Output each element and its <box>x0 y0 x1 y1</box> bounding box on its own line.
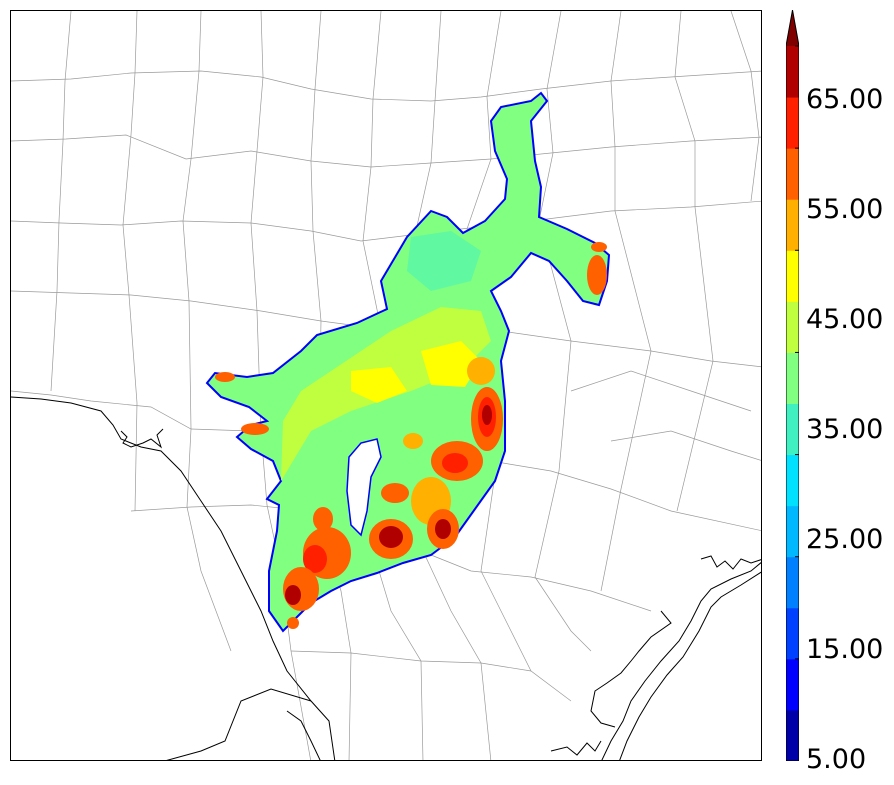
colorbar-label-55: 55.00 <box>806 194 884 225</box>
colorbar-segment <box>786 454 799 507</box>
rain-free-gap <box>346 438 382 537</box>
colorbar-segment <box>786 199 799 251</box>
colorbar-segment <box>786 148 799 200</box>
colorbar-label-5: 5.00 <box>806 744 867 775</box>
colorbar-segment <box>786 658 799 711</box>
colorbar-segment <box>786 97 799 149</box>
colorbar-segment <box>786 556 799 609</box>
coastline-and-border <box>11 396 761 760</box>
colorbar-segment <box>786 607 799 660</box>
colorbar-segment <box>786 709 799 761</box>
colorbar-label-35: 35.00 <box>806 414 884 445</box>
colorbar-label-25: 25.00 <box>806 524 884 555</box>
colorbar <box>786 10 799 761</box>
colorbar-segment <box>786 250 799 302</box>
colorbar-label-65: 65.00 <box>806 84 884 115</box>
colorbar-outline <box>786 10 799 761</box>
colorbar-segment <box>786 46 799 98</box>
colorbar-segment <box>786 403 799 456</box>
colorbar-label-45: 45.00 <box>806 304 884 335</box>
colorbar-segment <box>786 352 799 404</box>
colorbar-segment <box>786 301 799 353</box>
precipitation-map <box>11 11 761 760</box>
map-panel <box>10 10 762 761</box>
colorbar-extend-arrow <box>786 10 799 46</box>
precip-field <box>205 91 611 633</box>
colorbar-segment <box>786 505 799 558</box>
colorbar-label-15: 15.00 <box>806 634 884 665</box>
